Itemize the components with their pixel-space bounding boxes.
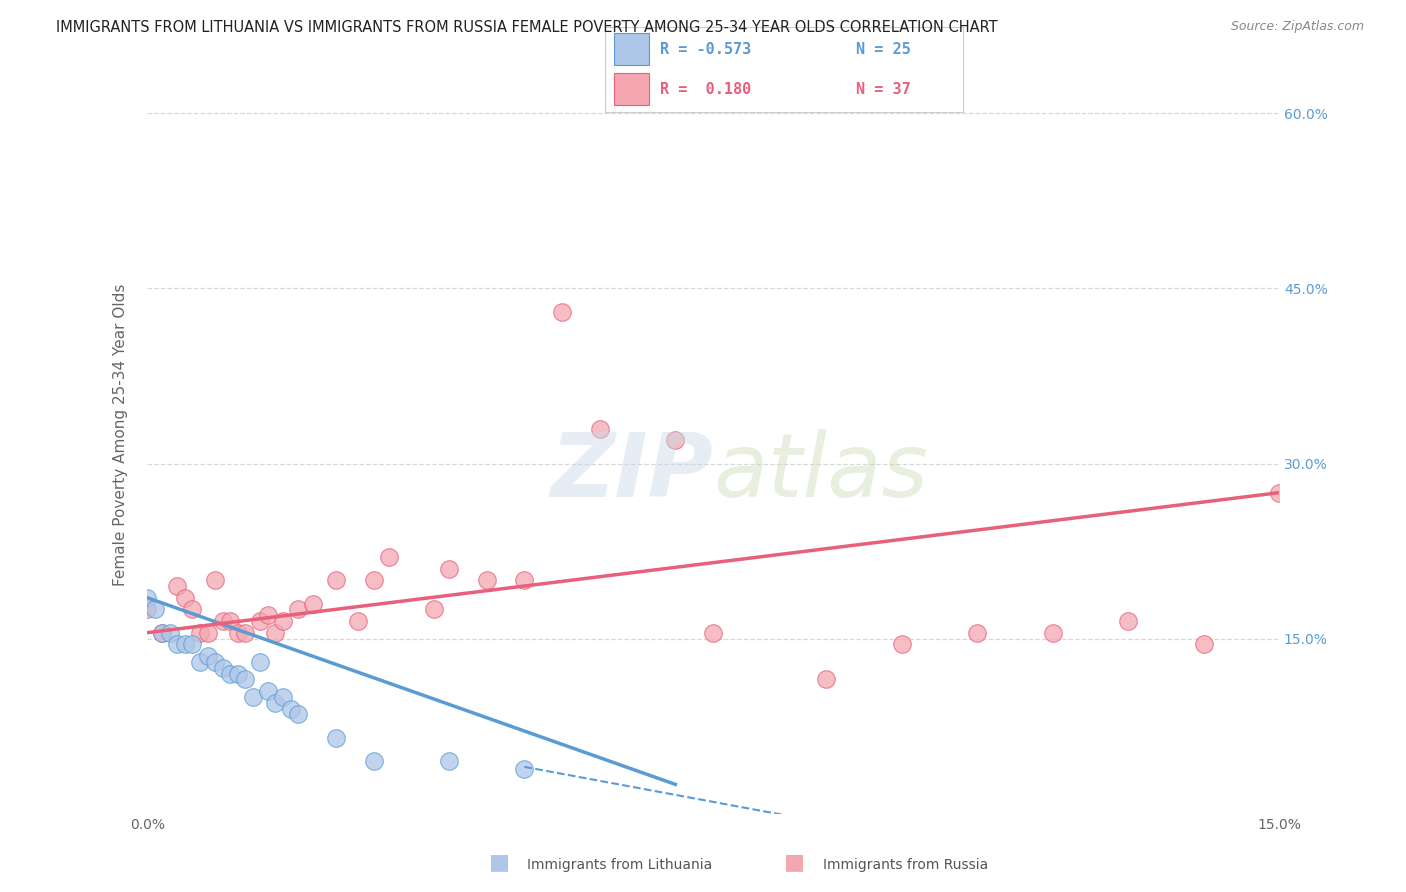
Text: N = 25: N = 25 [855, 42, 910, 57]
Point [166, 637, 188, 651]
Text: Immigrants from Russia: Immigrants from Russia [823, 858, 988, 872]
Point [181, 637, 204, 651]
Point [363, 754, 385, 768]
Point [150, 625, 173, 640]
Point [143, 602, 166, 616]
Text: Source: ZipAtlas.com: Source: ZipAtlas.com [1230, 20, 1364, 33]
Point [249, 614, 271, 628]
Bar [613, 33, 650, 65]
Point [150, 625, 173, 640]
Point [264, 696, 287, 710]
Point [302, 597, 325, 611]
Point [325, 573, 347, 587]
Text: Immigrants from Lithuania: Immigrants from Lithuania [527, 858, 713, 872]
Point [233, 625, 256, 640]
Point [1116, 614, 1139, 628]
Point [966, 625, 988, 640]
Point [174, 637, 197, 651]
Point [197, 648, 219, 663]
Point [181, 602, 204, 616]
Point [325, 731, 347, 745]
Point [188, 625, 211, 640]
Point [211, 614, 233, 628]
Point [1042, 625, 1064, 640]
Point [204, 573, 226, 587]
Point [1192, 637, 1215, 651]
Point [257, 684, 280, 698]
Text: ■: ■ [489, 853, 509, 872]
Text: ZIP: ZIP [550, 429, 713, 516]
Text: R =  0.180: R = 0.180 [661, 81, 751, 96]
Point [249, 655, 271, 669]
Point [377, 549, 399, 564]
Point [475, 573, 498, 587]
Point [226, 625, 249, 640]
Point [271, 690, 294, 704]
Point [211, 661, 233, 675]
Point [890, 637, 912, 651]
Point [437, 561, 460, 575]
Point [437, 754, 460, 768]
Point [174, 591, 197, 605]
Text: N = 37: N = 37 [855, 81, 910, 96]
Point [589, 421, 612, 435]
Point [204, 655, 226, 669]
Point [423, 602, 446, 616]
Text: IMMIGRANTS FROM LITHUANIA VS IMMIGRANTS FROM RUSSIA FEMALE POVERTY AMONG 25-34 Y: IMMIGRANTS FROM LITHUANIA VS IMMIGRANTS … [56, 20, 998, 35]
Y-axis label: Female Poverty Among 25-34 Year Olds: Female Poverty Among 25-34 Year Olds [114, 283, 128, 585]
Point [280, 701, 302, 715]
Point [271, 614, 294, 628]
Point [815, 673, 838, 687]
Point [702, 625, 724, 640]
Point [136, 602, 159, 616]
Point [159, 625, 181, 640]
Point [197, 625, 219, 640]
Point [1268, 485, 1291, 500]
Point [347, 614, 370, 628]
Point [166, 579, 188, 593]
Point [233, 673, 256, 687]
Point [264, 625, 287, 640]
Text: ■: ■ [785, 853, 804, 872]
Point [242, 690, 264, 704]
Point [257, 608, 280, 623]
Point [287, 707, 309, 722]
Point [551, 305, 574, 319]
Text: R = -0.573: R = -0.573 [661, 42, 751, 57]
Point [226, 666, 249, 681]
Point [363, 573, 385, 587]
Point [287, 602, 309, 616]
Point [513, 573, 536, 587]
Point [664, 433, 686, 447]
Text: atlas: atlas [713, 429, 928, 516]
Point [219, 614, 242, 628]
Point [188, 655, 211, 669]
Point [513, 762, 536, 776]
Bar [613, 72, 650, 104]
Point [219, 666, 242, 681]
Point [136, 591, 159, 605]
